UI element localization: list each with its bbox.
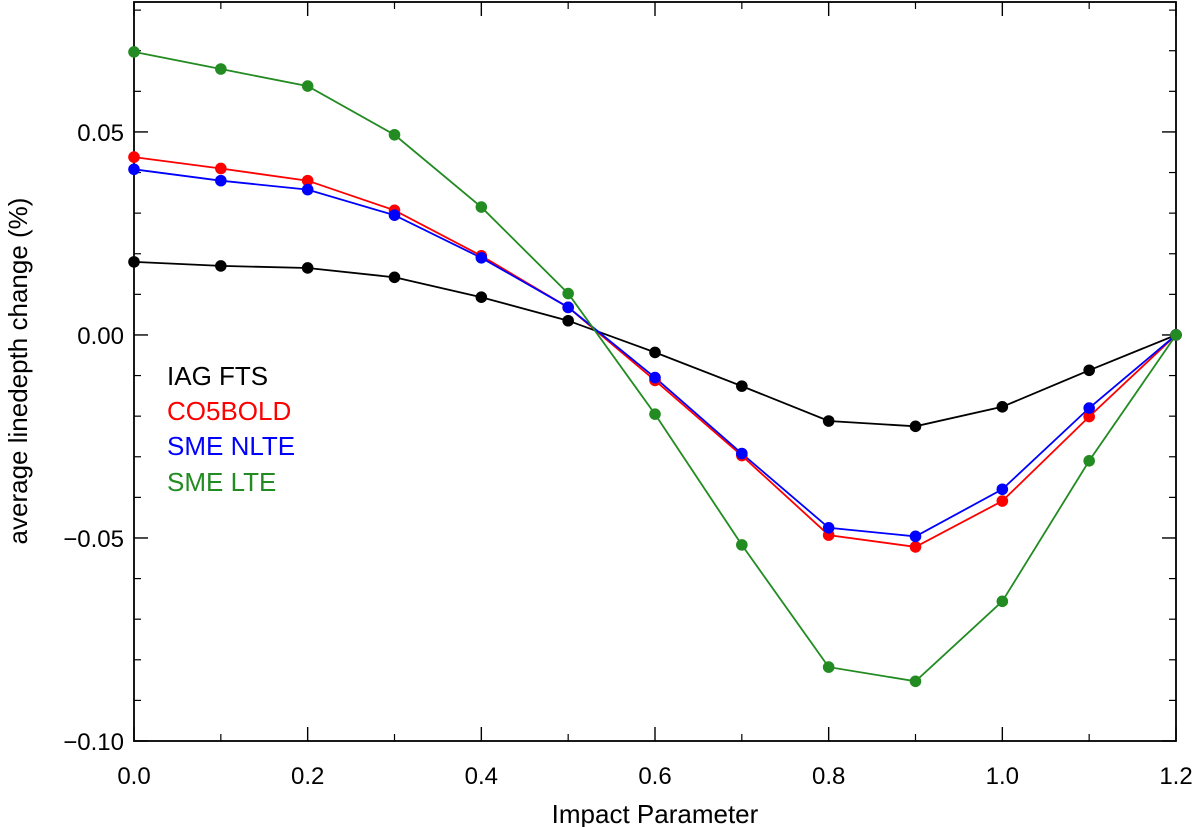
data-point-sme-nlte — [215, 174, 227, 187]
data-point-sme-nlte — [562, 301, 574, 314]
data-point-iag-fts — [736, 380, 748, 392]
x-tick-label: 0.4 — [465, 763, 498, 790]
series-points — [128, 46, 1182, 688]
legend-label-co5bold: CO5BOLD — [167, 396, 291, 426]
legend-label-sme-lte: SME LTE — [167, 467, 276, 497]
y-tick-label: −0.10 — [63, 729, 124, 756]
data-point-sme-nlte — [301, 183, 314, 196]
data-point-co5bold — [215, 162, 227, 175]
data-point-sme-lte — [128, 46, 140, 58]
data-point-sme-nlte — [649, 371, 661, 384]
data-point-iag-fts — [1083, 364, 1095, 377]
data-point-sme-lte — [475, 201, 488, 213]
data-point-sme-lte — [215, 63, 227, 75]
data-point-sme-nlte — [909, 530, 922, 543]
data-point-iag-fts — [649, 346, 661, 359]
data-point-co5bold — [909, 541, 922, 553]
data-point-iag-fts — [475, 291, 488, 303]
data-point-co5bold — [128, 151, 140, 163]
x-tick-label: 0.6 — [638, 763, 671, 790]
data-point-iag-fts — [909, 420, 922, 433]
legend-label-sme-nlte: SME NLTE — [167, 431, 295, 461]
data-point-sme-lte — [909, 675, 922, 688]
tick-labels: 0.0 0.2 0.4 0.6 0.8 1.0 1.2 −0.10 −0.05 0.00 0.05 — [63, 120, 1192, 790]
data-point-iag-fts — [128, 256, 140, 268]
legend-label-iag-fts: IAG FTS — [167, 361, 268, 391]
data-point-sme-lte — [301, 80, 314, 92]
y-tick-label: 0.00 — [77, 323, 124, 350]
data-point-sme-lte — [996, 595, 1009, 608]
data-point-iag-fts — [562, 314, 574, 327]
data-point-sme-nlte — [996, 483, 1009, 496]
x-tick-label: 0.2 — [291, 763, 324, 790]
data-point-sme-nlte — [736, 447, 748, 460]
x-tick-label: 1.2 — [1159, 763, 1192, 790]
data-point-co5bold — [301, 174, 314, 187]
data-point-sme-lte — [388, 128, 401, 141]
plot-area-frame — [133, 1, 1177, 742]
data-point-iag-fts — [215, 260, 227, 272]
data-point-sme-lte — [1170, 329, 1182, 341]
data-point-sme-lte — [562, 287, 574, 300]
x-tick-label: 0.8 — [812, 763, 845, 790]
data-point-sme-lte — [822, 661, 835, 673]
y-axis-title: average linedepth change (%) — [3, 198, 33, 545]
y-tick-label: −0.05 — [63, 526, 124, 553]
axis-ticks — [133, 2, 1177, 742]
legend: IAG FTS CO5BOLD SME NLTE SME LTE — [167, 361, 295, 497]
x-axis-title: Impact Parameter — [552, 799, 759, 827]
data-point-sme-nlte — [388, 209, 401, 221]
series-lines — [133, 51, 1177, 683]
y-tick-label: 0.05 — [77, 120, 124, 147]
data-point-sme-nlte — [128, 163, 140, 176]
x-tick-label: 0.0 — [117, 763, 150, 790]
data-point-iag-fts — [301, 262, 314, 274]
data-point-iag-fts — [822, 415, 835, 427]
series-line-sme-lte — [133, 51, 1177, 683]
data-point-iag-fts — [388, 271, 401, 284]
data-point-co5bold — [1083, 410, 1095, 423]
data-point-sme-nlte — [1083, 402, 1095, 414]
data-point-sme-lte — [649, 408, 661, 420]
x-tick-label: 1.0 — [986, 763, 1019, 790]
data-point-iag-fts — [996, 401, 1009, 413]
data-point-co5bold — [996, 495, 1009, 507]
data-point-sme-nlte — [822, 522, 835, 534]
data-point-sme-nlte — [475, 252, 488, 264]
data-point-sme-lte — [1083, 455, 1095, 467]
data-point-sme-lte — [736, 539, 748, 551]
